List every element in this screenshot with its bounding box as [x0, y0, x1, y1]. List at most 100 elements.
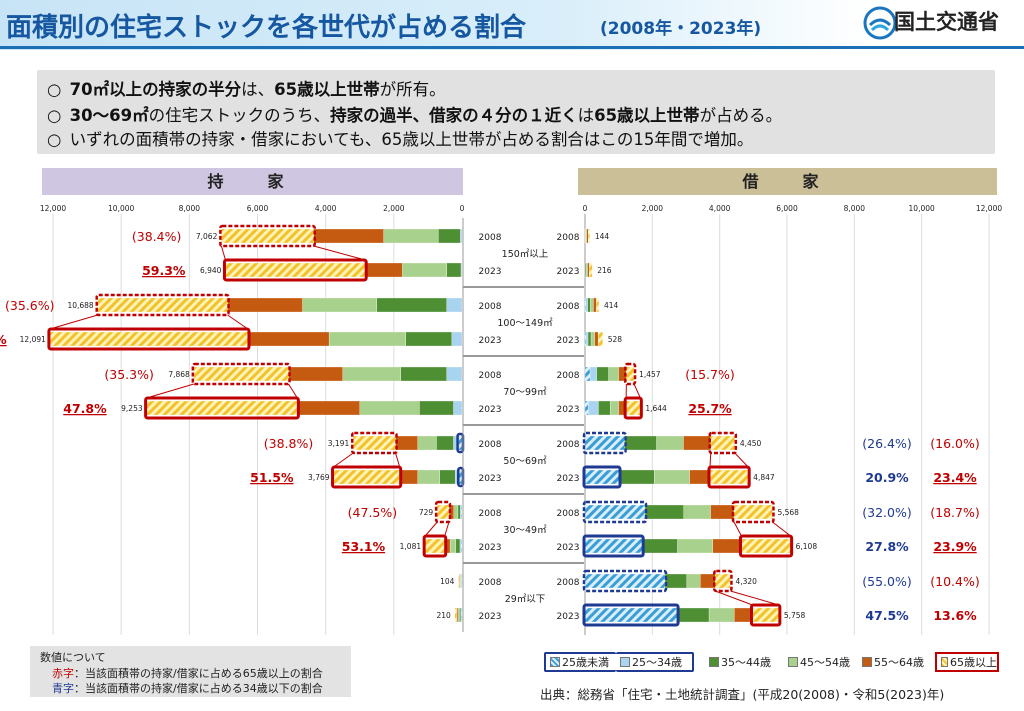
- year-label: 2008: [479, 509, 502, 519]
- rented-under34-highlight: [582, 431, 627, 455]
- owned-connector-line: [313, 245, 366, 261]
- rented-65plus-pct: (15.7%): [685, 367, 734, 382]
- rented-bar-segment: [588, 400, 599, 416]
- rented-under34-highlight: [582, 569, 668, 593]
- owned-bar-segment: [49, 331, 249, 347]
- legend-label: 25歳未満: [562, 656, 609, 669]
- rented-connector-line: [715, 590, 753, 606]
- summary-line: ○ 70㎡以上の持家の半分は、65歳以上世帯が所有。: [47, 76, 446, 100]
- rented-bar-segment: [626, 366, 635, 382]
- legend-swatch: [941, 657, 948, 667]
- owned-bar-segment: [457, 504, 461, 520]
- rented-65plus-highlight: [713, 569, 733, 593]
- owned-65plus-pct: 51.5%: [250, 470, 294, 485]
- category-label: 150㎡以上: [502, 249, 549, 260]
- owned-connector-line: [146, 383, 194, 399]
- owned-total-label: 104: [440, 577, 455, 586]
- owned-bar-segment: [461, 504, 463, 520]
- rented-bar-segment: [683, 504, 711, 520]
- rented-axis-tick: 12,000: [976, 204, 1002, 213]
- rented-section-header: 借 家: [578, 168, 997, 195]
- owned-under34-highlight: [457, 466, 465, 488]
- category-label: 70～99㎡: [503, 387, 547, 398]
- year-label: 2008: [557, 371, 580, 381]
- rented-under34-highlight: [582, 500, 648, 524]
- notes-red-line: 赤字：当該面積帯の持家/借家に占める65歳以上の割合: [52, 665, 323, 681]
- legend-item: 25歳未満: [544, 652, 616, 672]
- legend-item: 35～44歳: [705, 652, 779, 672]
- rented-total-label: 6,108: [796, 542, 818, 551]
- rented-axis-tick: 8,000: [844, 204, 866, 213]
- year-label: 2023: [479, 612, 502, 622]
- rented-bar-segment: [664, 573, 688, 589]
- owned-bar-segment: [395, 435, 418, 451]
- summary-line: ○ いずれの面積帯の持家・借家においても、65歳以上世帯が占める割合はこの15年…: [47, 126, 753, 150]
- rented-total-label: 4,847: [753, 473, 775, 482]
- owned-bar-segment: [328, 331, 406, 347]
- logo-text: 国土交通省: [894, 10, 999, 34]
- owned-65plus-highlight: [191, 362, 291, 386]
- owned-total-label: 1,081: [400, 542, 422, 551]
- rented-bar-segment: [584, 366, 591, 382]
- title-bar: 面積別の住宅ストックを各世代が占める割合 (2008年・2023年) 国土交通省: [0, 0, 1024, 50]
- rented-bar-segment: [584, 538, 643, 554]
- rented-65plus-pct: (16.0%): [930, 436, 979, 451]
- rented-bar-segment: [710, 435, 735, 451]
- owned-65plus-highlight: [222, 258, 368, 282]
- owned-bar-segment: [453, 435, 459, 451]
- rented-65plus-highlight: [731, 500, 775, 524]
- rented-bar-segment: [642, 538, 678, 554]
- rented-under34-pct: 47.5%: [865, 608, 909, 623]
- owned-total-label: 3,769: [308, 473, 330, 482]
- rented-bar-segment: [594, 331, 599, 347]
- rented-bar-segment: [610, 400, 619, 416]
- notes-blue-label: 青字: [52, 682, 74, 695]
- rented-connector-line: [734, 452, 749, 468]
- rented-65plus-highlight: [708, 431, 738, 455]
- rented-65plus-highlight: [738, 534, 794, 558]
- rented-under34-pct: 27.8%: [865, 539, 909, 554]
- owned-bar-segment: [458, 435, 463, 451]
- owned-bar-segment: [460, 607, 462, 623]
- year-label: 2023: [557, 543, 580, 553]
- rented-bar-segment: [589, 366, 597, 382]
- year-label: 2023: [479, 474, 502, 484]
- summary-line: ○ 30～69㎡の住宅ストックのうち、持家の過半、借家の４分の１近くは65歳以上…: [47, 102, 782, 126]
- owned-total-label: 9,253: [121, 404, 143, 413]
- rented-bar-segment: [584, 228, 586, 244]
- owned-bar-segment: [417, 469, 440, 485]
- rented-65plus-pct: 23.9%: [933, 539, 977, 554]
- owned-axis-tick: 6,000: [247, 204, 269, 213]
- owned-axis-tick: 12,000: [40, 204, 66, 213]
- owned-65plus-highlight: [434, 500, 452, 524]
- owned-bar-segment: [461, 607, 463, 623]
- rented-axis-tick: 0: [583, 204, 588, 213]
- owned-bar-segment: [460, 262, 463, 278]
- owned-connector-line: [395, 452, 401, 468]
- rented-axis-tick: 4,000: [709, 204, 731, 213]
- owned-total-label: 7,868: [168, 370, 190, 379]
- owned-65plus-highlight: [47, 327, 251, 351]
- rented-under34-highlight: [582, 534, 645, 558]
- summary-text: 65歳以上世帯: [274, 80, 380, 99]
- legend-label: 45～54歳: [800, 656, 850, 669]
- title-underline: [0, 46, 1024, 49]
- owned-bar-segment: [225, 262, 366, 278]
- owned-total-label: 729: [419, 508, 434, 517]
- rented-bar-segment: [708, 607, 735, 623]
- rented-65plus-pct: 13.6%: [933, 608, 977, 623]
- rented-bar-segment: [585, 228, 588, 244]
- owned-total-label: 6,940: [200, 266, 222, 275]
- owned-bar-segment: [342, 366, 401, 382]
- rented-total-label: 1,644: [645, 404, 667, 413]
- year-label: 2023: [557, 336, 580, 346]
- owned-axis-tick: 8,000: [179, 204, 201, 213]
- rented-bar-segment: [654, 469, 690, 485]
- owned-bar-segment: [97, 297, 228, 313]
- owned-65plus-highlight: [331, 465, 403, 489]
- owned-bar-segment: [437, 228, 461, 244]
- rented-65plus-highlight: [707, 465, 751, 489]
- rented-total-label: 4,320: [735, 577, 757, 586]
- owned-bar-segment: [376, 297, 447, 313]
- rented-bar-segment: [710, 504, 735, 520]
